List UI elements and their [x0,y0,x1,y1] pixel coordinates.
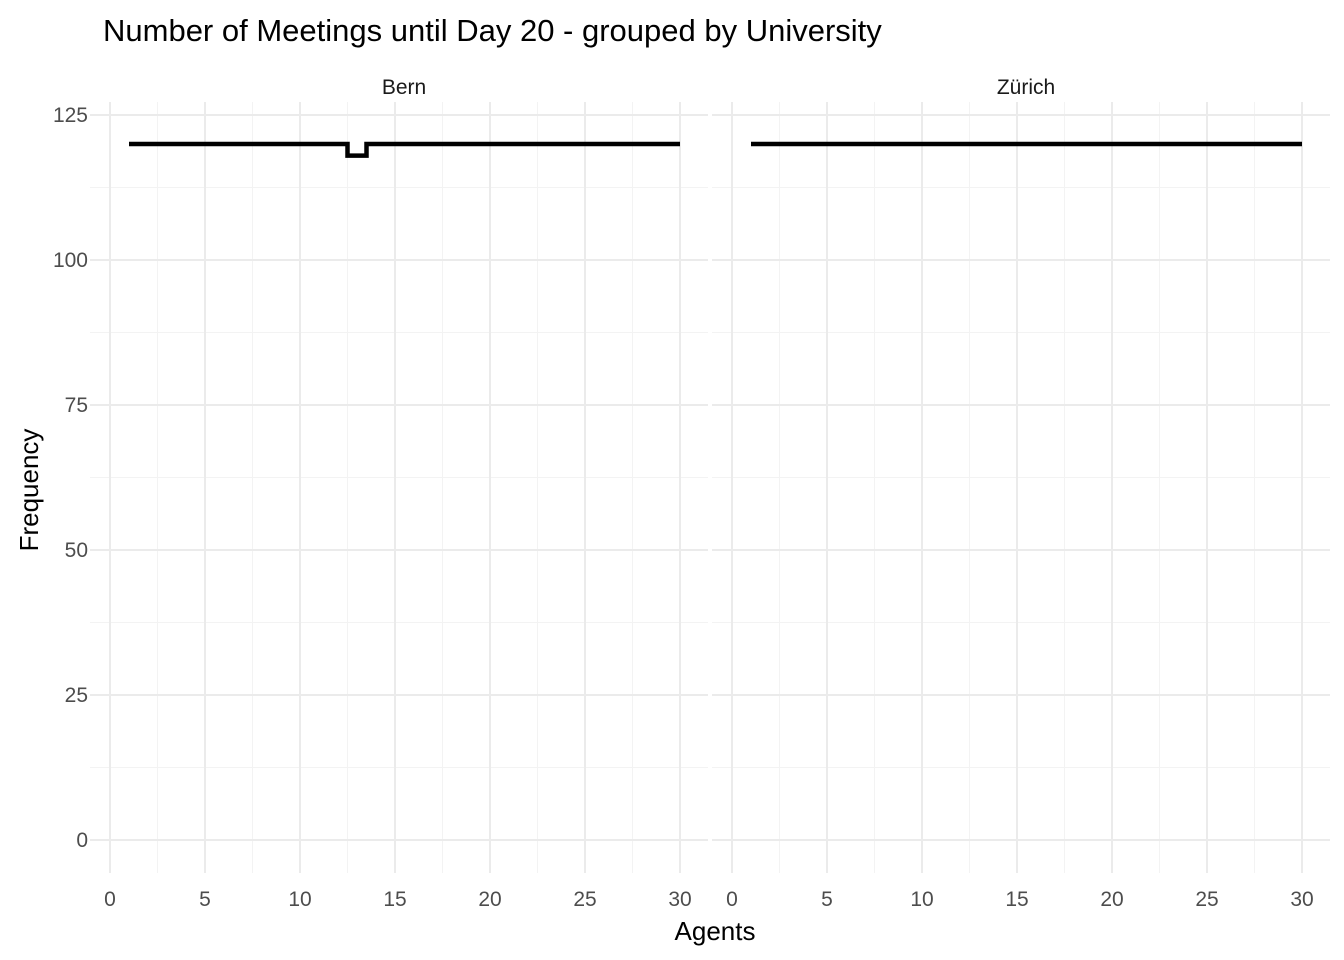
y-tick-label: 125 [53,104,88,127]
y-tick-label: 75 [65,394,88,417]
x-tick-label: 20 [1100,888,1123,911]
facet-panel: 0 5 10 15 20 25 30 0 25 50 75 100 125 Bern [53,76,708,911]
x-tick-label: 25 [573,888,596,911]
x-tick-label: 5 [199,888,211,911]
y-tick-label: 100 [53,249,88,272]
x-tick-label: 10 [910,888,933,911]
x-axis-title: Agents [675,916,756,946]
x-tick-label: 25 [1195,888,1218,911]
x-tick-label: 30 [1290,888,1313,911]
y-axis-title: Frequency [14,429,44,552]
x-tick-label: 15 [383,888,406,911]
y-tick-label: 50 [65,539,88,562]
y-tick-label: 0 [76,829,88,852]
x-tick-label: 5 [821,888,833,911]
x-tick-label: 0 [104,888,116,911]
x-tick-label: 30 [668,888,691,911]
facet-strip-label: Zürich [997,76,1055,99]
series-line [129,141,680,158]
y-tick-label: 25 [65,684,88,707]
chart-title: Number of Meetings until Day 20 - groupe… [103,13,882,48]
x-tick-label: 0 [726,888,738,911]
facet-strip-label: Bern [382,76,426,99]
facet-panel: 0 5 10 15 20 25 30 Zürich [712,76,1330,911]
x-tick-label: 15 [1005,888,1028,911]
facet-panels: 0 5 10 15 20 25 30 0 25 50 75 100 125 Bern 0 5 10 15 20 25 3… [53,76,1330,911]
x-tick-label: 20 [478,888,501,911]
x-tick-label: 10 [288,888,311,911]
